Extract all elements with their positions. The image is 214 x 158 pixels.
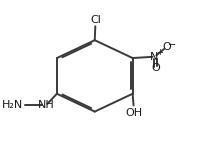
Text: H₂N: H₂N — [1, 100, 23, 110]
Text: NH: NH — [38, 100, 55, 110]
Text: Cl: Cl — [90, 15, 101, 25]
Text: OH: OH — [125, 108, 142, 118]
Text: O: O — [162, 42, 171, 52]
Text: N: N — [150, 52, 159, 62]
Text: +: + — [156, 48, 163, 57]
Text: O: O — [151, 64, 160, 73]
Text: −: − — [168, 40, 176, 50]
